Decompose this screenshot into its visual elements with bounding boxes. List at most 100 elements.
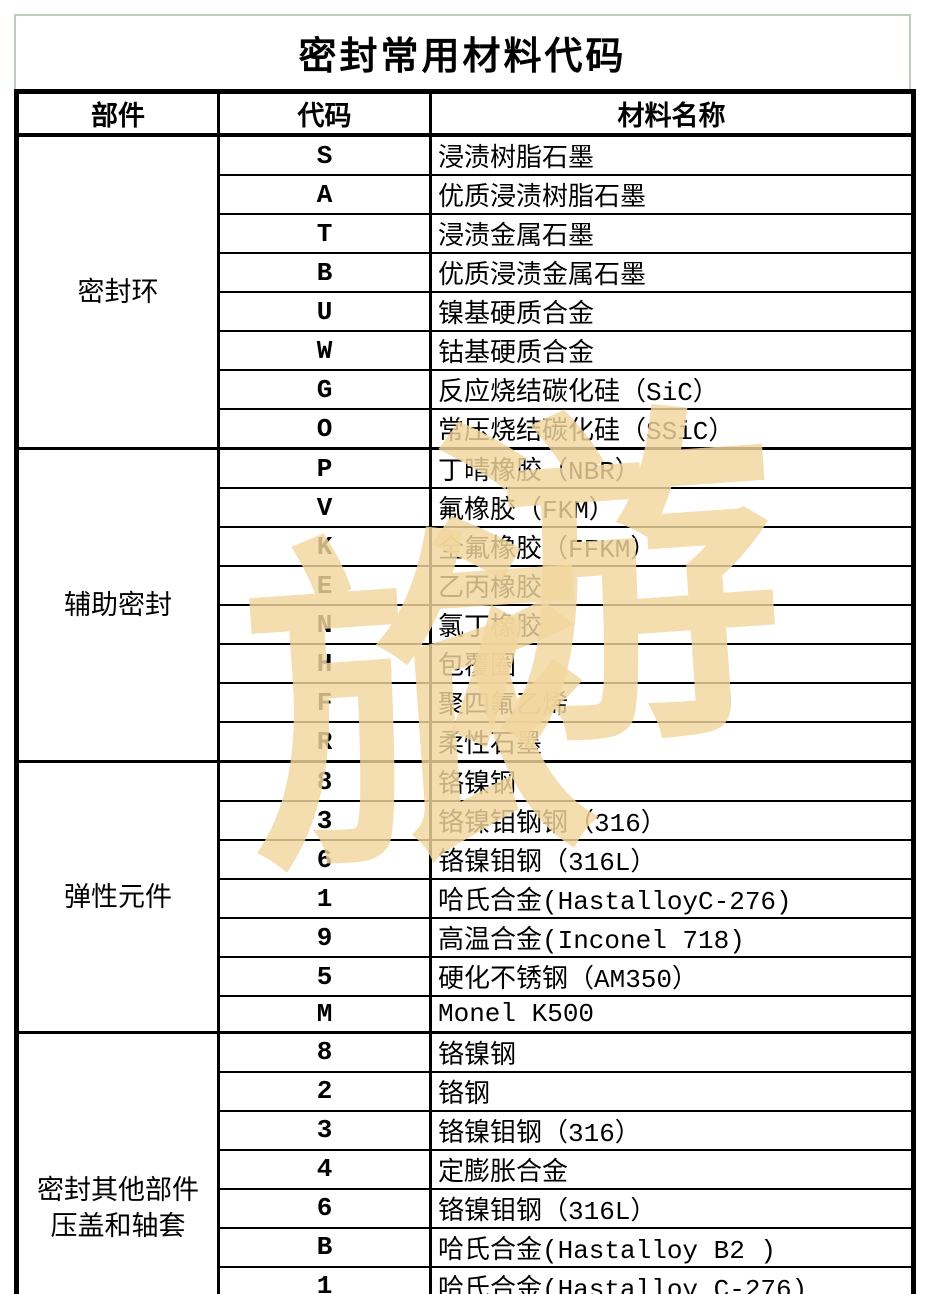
code-cell: F xyxy=(217,682,432,723)
table-row: 密封环 S 浸渍树脂石墨 xyxy=(15,133,915,450)
material-cell: 全氟橡胶（FFKM） xyxy=(429,526,915,567)
code-cell: 4 xyxy=(217,1148,432,1190)
table-row: 5 硬化不锈钢（AM350） xyxy=(17,956,915,997)
table-body: 密封环 S 浸渍树脂石墨 A 优质浸渍树脂石墨 T 浸渍金属石墨 B 优质浸渍金属石墨 U 镍基硬质… xyxy=(15,133,915,1294)
code-cell: N xyxy=(217,604,432,645)
code-cell: 5 xyxy=(217,956,432,997)
table-row: B 优质浸渍金属石墨 xyxy=(17,252,915,293)
material-cell: 镍基硬质合金 xyxy=(429,291,915,332)
code-cell: 9 xyxy=(217,917,432,958)
code-cell: E xyxy=(217,565,432,606)
material-cell: 铬镍钢 xyxy=(429,1030,915,1073)
material-cell: 反应烧结碳化硅（SiC） xyxy=(429,369,915,410)
code-cell: P xyxy=(217,447,432,489)
material-cell: 铬镍钼钢（316L） xyxy=(429,839,915,880)
table-row: O 常压烧结碳化硅（SSiC） xyxy=(17,408,915,450)
material-cell: 哈氏合金(HastalloyC-276) xyxy=(429,878,915,919)
table-row: 9 高温合金(Inconel 718) xyxy=(17,917,915,958)
table-row: 密封其他部件 压盖和轴套 8 铬镍钢 xyxy=(15,1030,915,1294)
table-row: 3 铬镍钼钢（316） xyxy=(17,1109,915,1151)
code-cell: H xyxy=(217,643,432,684)
table-row: 2 铬钢 xyxy=(17,1070,915,1112)
header-part: 部件 xyxy=(15,89,220,137)
code-cell: 6 xyxy=(217,839,432,880)
material-cell: 浸渍树脂石墨 xyxy=(429,133,915,176)
table-row: 1 哈氏合金(HastalloyC-276) xyxy=(17,878,915,919)
table-row: E 乙丙橡胶 xyxy=(17,565,915,606)
material-cell: 哈氏合金(Hastalloy C-276) xyxy=(429,1265,915,1294)
material-cell: 氯丁橡胶 xyxy=(429,604,915,645)
code-cell: 3 xyxy=(217,800,432,841)
table-row: 弹性元件 8 铬镍钢 xyxy=(15,760,915,1033)
material-cell: 铬钢 xyxy=(429,1070,915,1112)
table-row: K 全氟橡胶（FFKM） xyxy=(17,526,915,567)
material-cell: 钴基硬质合金 xyxy=(429,330,915,371)
table-row: 6 铬镍钼钢（316L） xyxy=(17,839,915,880)
title-box: 密封常用材料代码 xyxy=(14,14,911,89)
table-row: U 镍基硬质合金 xyxy=(17,291,915,332)
table-row: W 钴基硬质合金 xyxy=(17,330,915,371)
part-cell: 弹性元件 xyxy=(15,760,220,1033)
material-cell: 乙丙橡胶 xyxy=(429,565,915,606)
code-cell: R xyxy=(217,721,432,763)
table-row: 1 哈氏合金(Hastalloy C-276) xyxy=(17,1265,915,1294)
table-row: 6 铬镍钼钢（316L） xyxy=(17,1187,915,1229)
part-cell: 密封环 xyxy=(15,133,220,450)
table-row: F 聚四氟乙烯 xyxy=(17,682,915,723)
table-row: H 包覆圈 xyxy=(17,643,915,684)
table-row: A 优质浸渍树脂石墨 xyxy=(17,174,915,215)
material-cell: 铬镍钢 xyxy=(429,760,915,802)
code-cell: 8 xyxy=(217,760,432,802)
table-row: 4 定膨胀合金 xyxy=(17,1148,915,1190)
code-cell: K xyxy=(217,526,432,567)
table-row: B 哈氏合金(Hastalloy B2 ) xyxy=(17,1226,915,1268)
code-cell: W xyxy=(217,330,432,371)
code-cell: T xyxy=(217,213,432,254)
code-cell: 1 xyxy=(217,1265,432,1294)
table-header: 部件 代码 材料名称 xyxy=(15,89,915,137)
code-cell: V xyxy=(217,487,432,528)
material-cell: 铬镍钼钢（316） xyxy=(429,1109,915,1151)
header-row: 部件 代码 材料名称 xyxy=(15,89,915,137)
code-cell: 8 xyxy=(217,1030,432,1073)
material-cell: 丁晴橡胶（NBR） xyxy=(429,447,915,489)
code-cell: 6 xyxy=(217,1187,432,1229)
table-row: N 氯丁橡胶 xyxy=(17,604,915,645)
table-row: V 氟橡胶（FKM） xyxy=(17,487,915,528)
table-row: R 柔性石墨 xyxy=(17,721,915,763)
material-cell: 聚四氟乙烯 xyxy=(429,682,915,723)
material-cell: 浸渍金属石墨 xyxy=(429,213,915,254)
table-row: G 反应烧结碳化硅（SiC） xyxy=(17,369,915,410)
material-cell: 硬化不锈钢（AM350） xyxy=(429,956,915,997)
material-cell: 优质浸渍金属石墨 xyxy=(429,252,915,293)
code-cell: G xyxy=(217,369,432,410)
code-cell: B xyxy=(217,252,432,293)
code-cell: 2 xyxy=(217,1070,432,1112)
material-cell: Monel K500 xyxy=(429,995,915,1033)
header-material: 材料名称 xyxy=(429,89,915,137)
table-row: M Monel K500 xyxy=(17,995,915,1033)
code-cell: U xyxy=(217,291,432,332)
material-cell: 优质浸渍树脂石墨 xyxy=(429,174,915,215)
part-cell: 密封其他部件 压盖和轴套 xyxy=(15,1030,220,1294)
header-code: 代码 xyxy=(217,89,432,137)
code-cell: B xyxy=(217,1226,432,1268)
material-cell: 柔性石墨 xyxy=(429,721,915,763)
table-row: T 浸渍金属石墨 xyxy=(17,213,915,254)
page-title: 密封常用材料代码 xyxy=(298,36,627,78)
table-row: 3 铬镍钼钢钢（316） xyxy=(17,800,915,841)
code-cell: 1 xyxy=(217,878,432,919)
code-cell: 3 xyxy=(217,1109,432,1151)
material-cell: 定膨胀合金 xyxy=(429,1148,915,1190)
code-cell: M xyxy=(217,995,432,1033)
material-cell: 高温合金(Inconel 718) xyxy=(429,917,915,958)
table-row: 辅助密封 P 丁晴橡胶（NBR） xyxy=(15,447,915,763)
material-cell: 常压烧结碳化硅（SSiC） xyxy=(429,408,915,450)
material-code-table: 部件 代码 材料名称 密封环 S 浸渍树脂石墨 A 优质浸渍树脂石墨 T 浸渍金属石墨 B 优质… xyxy=(14,89,916,1294)
code-cell: O xyxy=(217,408,432,450)
code-cell: A xyxy=(217,174,432,215)
part-cell: 辅助密封 xyxy=(15,447,220,763)
material-cell: 氟橡胶（FKM） xyxy=(429,487,915,528)
material-cell: 包覆圈 xyxy=(429,643,915,684)
